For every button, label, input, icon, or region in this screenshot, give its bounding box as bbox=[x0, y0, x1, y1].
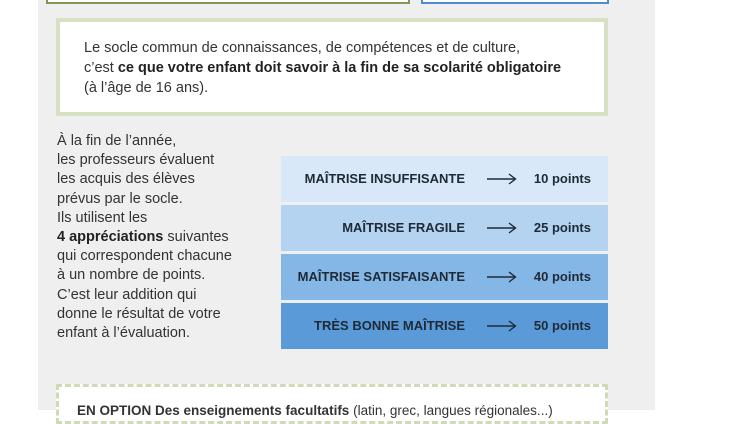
side-line: enfant à l’évaluation. bbox=[57, 325, 191, 342]
side-line: à un nombre de points. bbox=[57, 267, 206, 284]
side-line: À la fin de l’année, bbox=[57, 133, 177, 149]
side-line: prévus par le socle. bbox=[57, 190, 183, 207]
side-bold: 4 appréciations bbox=[57, 229, 164, 246]
arrow-right-icon bbox=[487, 173, 517, 185]
level-row-tres-bonne: TRÈS BONNE MAÎTRISE 50 points bbox=[281, 303, 608, 349]
level-name: TRÈS BONNE MAÎTRISE bbox=[314, 318, 465, 333]
intro-line-2-bold: ce que votre enfant doit savoir à la fin… bbox=[117, 60, 562, 76]
side-line: les professeurs évaluent bbox=[57, 152, 215, 169]
side-after-bold: suivantes bbox=[163, 229, 229, 246]
option-rest: (latin, grec, langues régionales...) bbox=[349, 403, 553, 418]
top-green-box bbox=[46, 0, 410, 4]
level-row-insuffisante: MAÎTRISE INSUFFISANTE 10 points bbox=[281, 156, 608, 202]
level-points: 40 points bbox=[533, 269, 591, 284]
arrow-right-icon bbox=[487, 271, 517, 283]
level-row-fragile: MAÎTRISE FRAGILE 25 points bbox=[281, 205, 608, 251]
level-name: MAÎTRISE INSUFFISANTE bbox=[304, 171, 465, 186]
option-text: EN OPTION Des enseignements facultatifs … bbox=[77, 403, 553, 418]
top-blue-box bbox=[421, 0, 609, 4]
levels-list: MAÎTRISE INSUFFISANTE 10 points MAÎTRISE… bbox=[281, 156, 608, 352]
side-line: qui correspondent chacune bbox=[57, 248, 232, 265]
level-row-satisfaisante: MAÎTRISE SATISFAISANTE 40 points bbox=[281, 254, 608, 300]
intro-line-3: (à l’âge de 16 ans). bbox=[84, 80, 209, 96]
side-explanation: À la fin de l’année, les professeurs éva… bbox=[57, 132, 277, 343]
level-name: MAÎTRISE SATISFAISANTE bbox=[297, 269, 465, 284]
arrow-right-icon bbox=[487, 222, 517, 234]
level-points: 10 points bbox=[533, 171, 591, 186]
level-points: 50 points bbox=[533, 318, 591, 333]
intro-text: Le socle commun de connaissances, de com… bbox=[84, 38, 594, 98]
side-line: C’est leur addition qui bbox=[57, 286, 197, 303]
option-box: EN OPTION Des enseignements facultatifs … bbox=[56, 384, 608, 424]
intro-line-2-prefix: c’est bbox=[84, 60, 118, 76]
side-line: donne le résultat de votre bbox=[57, 305, 221, 322]
arrow-right-icon bbox=[487, 320, 517, 332]
option-bold: EN OPTION Des enseignements facultatifs bbox=[77, 403, 350, 418]
side-line: Ils utilisent les bbox=[57, 209, 148, 226]
intro-box: Le socle commun de connaissances, de com… bbox=[56, 18, 608, 116]
level-name: MAÎTRISE FRAGILE bbox=[342, 220, 465, 235]
intro-line-1: Le socle commun de connaissances, de com… bbox=[84, 40, 521, 56]
level-points: 25 points bbox=[533, 220, 591, 235]
side-line: les acquis des élèves bbox=[57, 171, 195, 188]
